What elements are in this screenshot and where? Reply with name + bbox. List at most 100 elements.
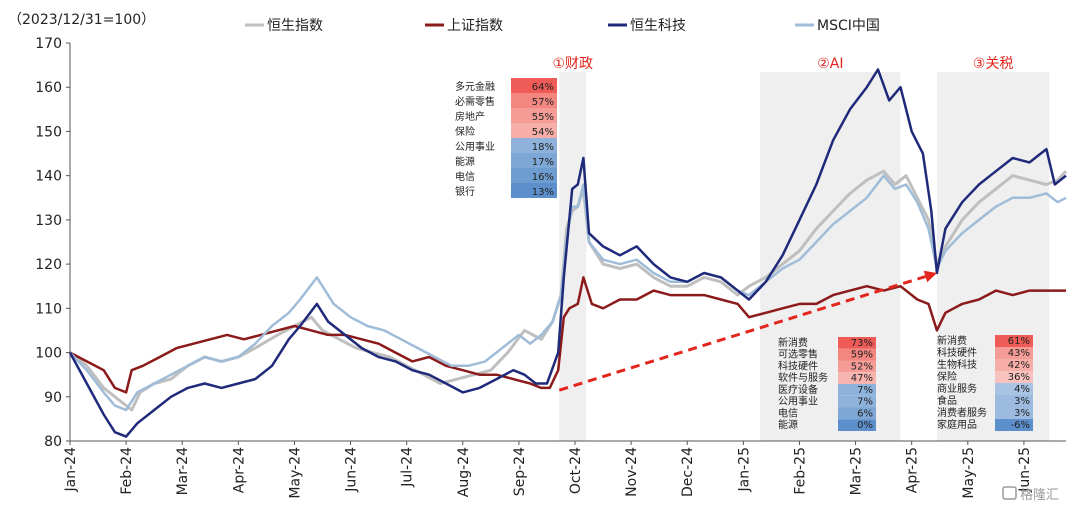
panel-sector-name: 保险 [937,370,957,383]
panel-sector-value: 57% [532,97,554,108]
y-tick-label: 160 [35,80,62,96]
shaded-period-2 [760,72,901,441]
panel-value-cell [838,372,876,384]
panel-sector-value: 7% [857,397,873,408]
panel-value-cell [838,337,876,349]
period-label-2: ②AI [817,56,843,72]
panel-sector-name: 商业服务 [937,382,977,395]
panel-value-cell [995,395,1033,407]
panel-sector-name: 保险 [455,125,475,138]
panel-sector-value: 64% [532,82,554,93]
panel-sector-value: 61% [1008,336,1030,347]
legend-label-4: MSCI中国 [817,18,880,34]
panel-sector-name: 必需零售 [455,95,495,108]
y-tick-label: 130 [35,213,62,229]
x-tick-label: Oct-24 [568,447,584,494]
panel-sector-name: 可选零售 [778,348,818,361]
panel-sector-name: 生物科技 [937,358,977,371]
panel-sector-name: 科技硬件 [778,359,818,372]
panel-sector-name: 公用事业 [455,140,495,153]
x-tick-label: Dec-24 [680,447,696,497]
legend-label-1: 恒生指数 [267,18,323,34]
panel-sector-name: 新消费 [778,336,808,349]
panel-sector-name: 新消费 [937,334,967,347]
panel-sector-value: 3% [1014,396,1030,407]
x-tick-label: Nov-24 [624,447,640,497]
panel-sector-value: 55% [532,112,554,123]
x-tick-label: Jul-24 [400,447,416,488]
panel-value-cell [995,335,1033,347]
panel-sector-name: 能源 [455,155,475,168]
panel-sector-name: 多元金融 [455,80,495,93]
panel-value-cell [838,348,876,361]
sector-panel-3: 新消费 61% 科技硬件 43% 生物科技 42% 保险 36% 商业服务 4% 食品 3% 消费者服务… [937,334,1033,431]
panel-sector-name: 电信 [455,170,475,183]
panel-value-cell [995,359,1033,371]
legend-label-2: 上证指数 [447,18,503,34]
panel-sector-value: 52% [851,361,873,372]
x-tick-label: May-24 [287,447,303,499]
panel-value-cell [838,419,876,431]
sector-panel-2: 新消费 73% 可选零售 59% 科技硬件 52% 软件与服务 47% 医疗设备 7% 公用事业 7%… [778,336,876,431]
axes: 80 90 100 110 120 130 140 150 160 170 Jan-24 Feb-24… [35,36,1066,499]
watermark: 格隆汇 [1002,486,1059,503]
panel-sector-value: 0% [857,420,873,431]
legend: 恒生指数 上证指数 恒生科技 MSCI中国 [245,18,880,34]
sector-panels: 多元金融 64% 必需零售 57% 房地产 55% 保险 54% 公用事业 18% 能源 17% 电信 1… [455,78,1033,431]
watermark-text: 格隆汇 [1020,487,1059,503]
x-tick-label: Apr-25 [905,447,921,493]
y-tick-label: 80 [44,434,62,450]
period-label-1: ①财政 [552,56,593,72]
x-tick-label: Sep-24 [512,447,528,496]
shaded-periods: ①财政 ②AI ③关税 [552,56,1050,441]
panel-sector-name: 家庭用品 [937,418,977,431]
panel-sector-value: -6% [1011,420,1030,431]
y-tick-label: 120 [35,257,62,273]
panel-sector-value: 42% [1008,360,1030,371]
y-tick-label: 90 [44,390,62,406]
panel-value-cell [995,383,1033,395]
y-tick-label: 140 [35,169,62,185]
panel-value-cell [511,123,557,138]
panel-sector-value: 54% [532,127,554,138]
x-tick-label: Jun-24 [344,447,360,493]
watermark-logo-icon [1002,486,1017,500]
trend-arrow-head [923,270,937,283]
series-lines [68,68,1068,438]
base-note: （2023/12/31=100） [8,12,155,28]
series-line-4 [69,174,1067,412]
period-label-3: ③关税 [973,56,1014,72]
y-tick-label: 150 [35,124,62,140]
panel-sector-value: 6% [857,408,873,419]
panel-sector-name: 银行 [455,185,475,198]
x-tick-label: Apr-24 [231,447,247,493]
y-tick-label: 170 [35,36,62,52]
panel-value-cell [995,371,1033,383]
panel-value-cell [838,395,876,408]
panel-sector-name: 软件与服务 [778,371,828,384]
trend-arrow [558,270,937,392]
series-line-2 [69,276,1066,394]
panel-value-cell [511,78,557,93]
panel-value-cell [511,153,557,168]
x-tick-label: Feb-24 [119,447,135,495]
panel-value-cell [838,407,876,420]
panel-sector-value: 16% [532,172,554,183]
panel-sector-value: 73% [851,338,873,349]
panel-sector-name: 能源 [778,418,798,431]
panel-value-cell [995,407,1033,419]
trend-arrow-line [558,275,926,392]
panel-value-cell [838,360,876,373]
panel-sector-value: 43% [1008,348,1030,359]
sector-panel-1: 多元金融 64% 必需零售 57% 房地产 55% 保险 54% 公用事业 18% 能源 17% 电信 1… [455,78,557,198]
y-tick-label: 110 [35,301,62,317]
panel-sector-value: 17% [532,157,554,168]
panel-value-cell [995,419,1033,431]
panel-sector-name: 房地产 [455,110,485,123]
panel-sector-value: 3% [1014,408,1030,419]
panel-sector-value: 36% [1008,372,1030,383]
x-tick-label: May-25 [961,447,977,499]
panel-sector-name: 消费者服务 [937,406,987,419]
x-tick-label: Aug-24 [456,447,472,497]
series-line-3 [68,68,1067,438]
